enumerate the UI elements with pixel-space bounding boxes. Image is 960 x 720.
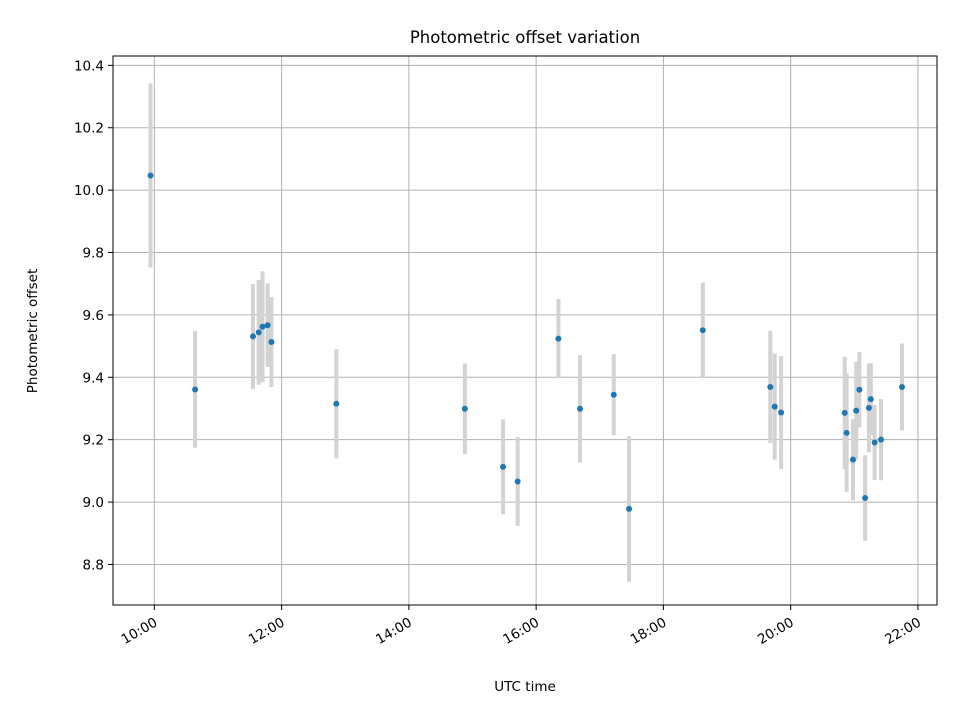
data-point	[878, 436, 885, 443]
data-point	[264, 322, 271, 329]
data-point	[850, 456, 857, 463]
y-tick-label: 9.8	[83, 246, 104, 262]
data-point	[699, 327, 706, 334]
data-point	[856, 386, 863, 393]
chart-title: Photometric offset variation	[410, 28, 640, 47]
data-point	[841, 409, 848, 416]
data-point	[767, 383, 774, 390]
data-markers	[147, 172, 906, 512]
y-tick-label: 10.4	[74, 58, 104, 74]
data-point	[899, 383, 906, 390]
data-point	[871, 439, 878, 446]
y-tick-label: 10.2	[74, 121, 104, 137]
data-point	[771, 403, 778, 410]
data-point	[843, 429, 850, 436]
data-point	[867, 396, 874, 403]
y-tick-label: 9.0	[83, 495, 104, 511]
plot-frame	[112, 55, 938, 606]
data-point	[268, 339, 275, 346]
data-point	[514, 478, 521, 485]
data-point	[255, 329, 262, 336]
y-tick-label: 8.8	[83, 557, 104, 573]
data-point	[865, 404, 872, 411]
data-point	[249, 333, 256, 340]
data-point	[192, 386, 199, 393]
data-point	[778, 409, 785, 416]
data-point	[333, 400, 340, 407]
grid	[113, 56, 937, 605]
y-tick-label: 9.4	[83, 370, 104, 386]
data-point	[862, 495, 869, 502]
data-point	[147, 172, 154, 179]
data-point	[626, 505, 633, 512]
data-point	[259, 323, 266, 330]
data-point	[577, 405, 584, 412]
y-axis-label: Photometric offset	[25, 269, 41, 393]
data-point	[610, 391, 617, 398]
y-tick-label: 9.2	[83, 433, 104, 449]
y-tick-label: 10.0	[74, 183, 104, 199]
data-point	[500, 463, 507, 470]
data-point	[461, 405, 468, 412]
data-point	[555, 335, 562, 342]
x-axis-label: UTC time	[494, 679, 556, 695]
y-tick-label: 9.6	[83, 308, 104, 324]
data-point	[853, 407, 860, 414]
y-ticks: 8.8 9.0 9.2 9.4 9.6 9.8 10.0 10.2 10.4	[74, 58, 113, 573]
